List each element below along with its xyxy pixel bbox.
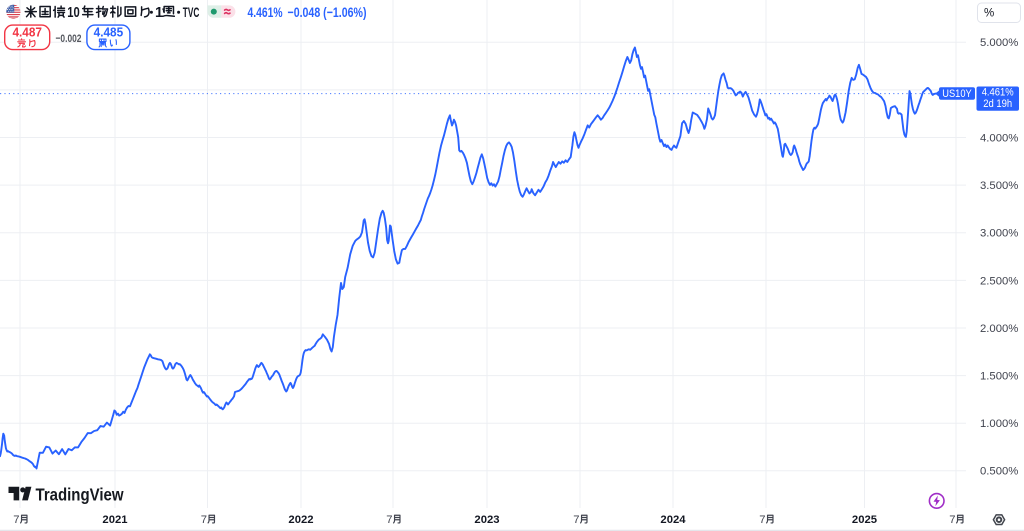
svg-text:4.461%: 4.461% bbox=[248, 5, 283, 20]
svg-text:5.000%: 5.000% bbox=[980, 37, 1018, 49]
svg-text:7: 7 bbox=[13, 514, 19, 526]
svg-text:3.500%: 3.500% bbox=[980, 180, 1018, 192]
svg-text:2.000%: 2.000% bbox=[980, 323, 1018, 335]
svg-text:4.461%: 4.461% bbox=[982, 87, 1015, 99]
svg-text:1.500%: 1.500% bbox=[980, 371, 1018, 383]
svg-text:10: 10 bbox=[67, 5, 80, 21]
svg-text:4.485: 4.485 bbox=[94, 25, 124, 39]
svg-text:US10Y: US10Y bbox=[942, 88, 972, 100]
svg-text:3.000%: 3.000% bbox=[980, 228, 1018, 240]
svg-text:4.487: 4.487 bbox=[12, 25, 42, 39]
svg-text:2023: 2023 bbox=[474, 514, 499, 526]
svg-text:2025: 2025 bbox=[852, 514, 877, 526]
svg-text:−0.002: −0.002 bbox=[56, 33, 82, 45]
svg-text:TVC: TVC bbox=[183, 5, 200, 20]
svg-text:1: 1 bbox=[155, 5, 163, 21]
svg-text:TradingView: TradingView bbox=[36, 484, 124, 504]
svg-text:7: 7 bbox=[201, 514, 207, 526]
svg-text:%: % bbox=[984, 8, 994, 20]
svg-text:7: 7 bbox=[759, 514, 765, 526]
svg-text:0.500%: 0.500% bbox=[980, 466, 1018, 478]
svg-text:−0.048 (−1.06%): −0.048 (−1.06%) bbox=[288, 5, 367, 20]
svg-text:2022: 2022 bbox=[288, 514, 313, 526]
svg-text:4.000%: 4.000% bbox=[980, 132, 1018, 144]
svg-text:7: 7 bbox=[386, 514, 392, 526]
svg-text:1.000%: 1.000% bbox=[980, 418, 1018, 430]
svg-text:2024: 2024 bbox=[660, 514, 686, 526]
svg-text:2d 19h: 2d 19h bbox=[983, 98, 1012, 110]
svg-text:7: 7 bbox=[949, 514, 955, 526]
svg-text:7: 7 bbox=[573, 514, 579, 526]
svg-text:2021: 2021 bbox=[102, 514, 127, 526]
svg-text:2.500%: 2.500% bbox=[980, 275, 1018, 287]
